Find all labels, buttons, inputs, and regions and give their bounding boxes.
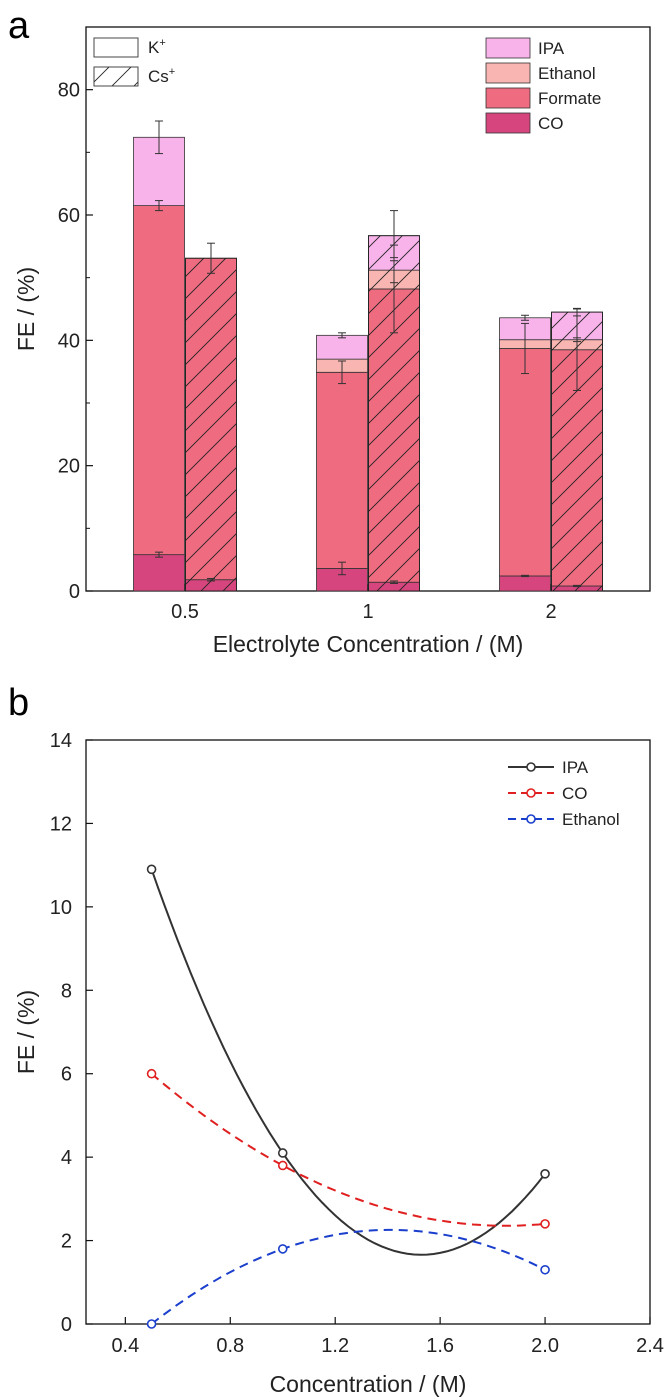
chart-a-xtick-label: 1 [362, 601, 373, 623]
chart-a-ylabel: FE / (%) [13, 267, 39, 351]
chart-b-xlabel: Concentration / (M) [270, 1371, 467, 1397]
chart-b-xtick-label: 0.4 [111, 1335, 139, 1357]
legend-label-co: CO [538, 114, 564, 133]
chart-a-ytick-label: 60 [58, 205, 80, 227]
chart-b-xtick-label: 0.8 [216, 1335, 244, 1357]
legend-marker-co [526, 788, 536, 798]
point-ipa [540, 1169, 550, 1179]
chart-b-ytick-label: 10 [50, 897, 72, 919]
legend-swatch-co [485, 112, 531, 134]
legend-label-ethanol: Ethanol [538, 64, 596, 83]
bar-ipa-k [316, 334, 368, 360]
point-ethanol [146, 1319, 157, 1329]
legend-label-co: CO [562, 784, 588, 803]
chart-b-ytick-label: 14 [50, 730, 72, 752]
point-co [277, 1160, 288, 1171]
chart-a-ytick-label: 20 [58, 456, 80, 478]
chart-a-xtick-label: 2 [545, 601, 556, 623]
legend-label-cs: Cs+ [148, 66, 175, 86]
chart-a-xlabel: Electrolyte Concentration / (M) [213, 631, 524, 657]
panel-a-letter: a [8, 5, 30, 47]
chart-b-xtick-label: 1.2 [321, 1335, 349, 1357]
point-ipa [277, 1148, 288, 1158]
bar-co-k [499, 575, 551, 592]
legend-marker-ethanol [526, 814, 536, 824]
chart-a-ytick-label: 40 [58, 330, 80, 352]
legend-swatch-ethanol [485, 62, 531, 84]
chart-b-ytick-label: 6 [61, 1064, 72, 1086]
line-ipa [150, 868, 546, 1256]
legend-label-ipa: IPA [562, 758, 589, 777]
legend-label-ethanol: Ethanol [562, 810, 620, 829]
point-ipa [146, 864, 157, 875]
chart-b-ylabel: FE / (%) [13, 990, 39, 1074]
panel-b-letter: b [8, 682, 29, 724]
chart-b-plot-area [85, 739, 651, 1325]
bar-formate-k [133, 205, 185, 556]
legend-marker-ipa [526, 762, 536, 772]
point-ethanol [540, 1264, 550, 1275]
bar-formate-k [499, 348, 551, 577]
point-co [540, 1219, 550, 1229]
point-ethanol [277, 1244, 288, 1254]
bar-formate-k [316, 371, 368, 569]
chart-b-ytick-label: 0 [61, 1314, 72, 1336]
legend-label-ipa: IPA [538, 39, 565, 58]
chart-b-xtick-label: 2.4 [636, 1335, 664, 1357]
line-ethanol [150, 1228, 546, 1325]
point-co [146, 1068, 157, 1079]
chart-b-xtick-label: 2.0 [531, 1335, 559, 1357]
chart-a-xtick-label: 0.5 [171, 601, 199, 623]
legend-swatch-formate [485, 87, 531, 109]
legend-label-formate: Formate [538, 89, 601, 108]
chart-b-ytick-label: 2 [61, 1231, 72, 1253]
legend-label-k: K+ [148, 37, 166, 57]
legend-swatch-k [93, 37, 139, 58]
bar-co-k [133, 554, 185, 592]
chart-b-ytick-label: 12 [50, 813, 72, 835]
legend-swatch-cs [93, 66, 139, 87]
legend-swatch-ipa [485, 37, 531, 59]
chart-b-ytick-label: 8 [61, 980, 72, 1002]
line-co [150, 1072, 546, 1227]
chart-a-ytick-label: 0 [69, 581, 80, 603]
chart-b-xtick-label: 1.6 [426, 1335, 454, 1357]
chart-a-ytick-label: 80 [58, 80, 80, 102]
chart-b-ytick-label: 4 [61, 1147, 72, 1169]
bar-hatch-overlay-cs [185, 257, 237, 592]
